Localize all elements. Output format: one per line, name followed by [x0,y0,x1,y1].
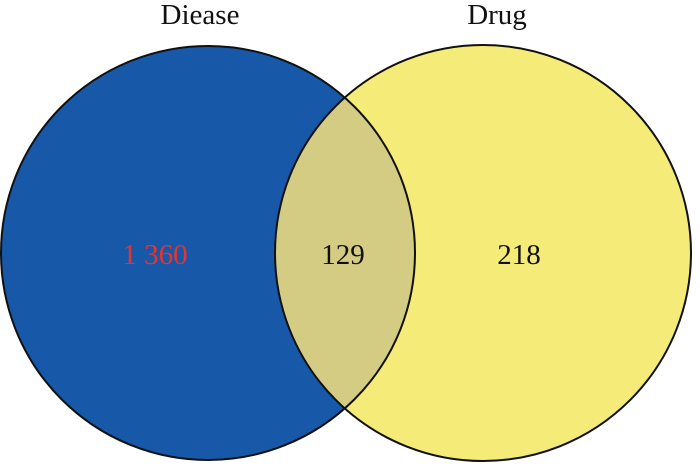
intersection-count: 129 [321,239,365,271]
intersection-region [275,46,415,460]
diease-set-label: Diease [161,0,240,31]
diease-only-count: 1 360 [122,239,187,271]
drug-circle-outline [274,44,692,462]
drug-only-count: 218 [497,239,541,271]
diease-circle-outline [0,45,416,461]
drug-set-label: Drug [467,0,527,31]
